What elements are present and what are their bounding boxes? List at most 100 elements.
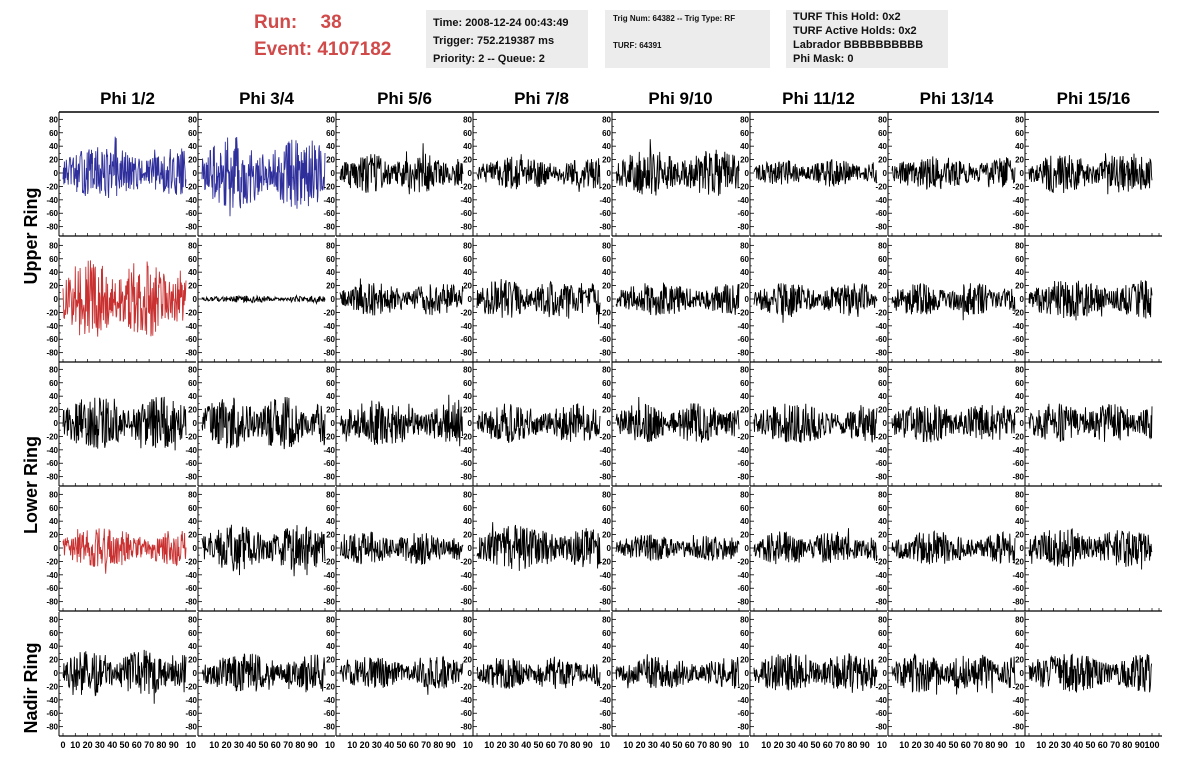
y-tick-label: 80 — [326, 615, 335, 624]
y-tick-label: 60 — [326, 129, 335, 138]
x-tick-label: 90 — [583, 740, 593, 750]
y-tick-label: 40 — [878, 142, 887, 151]
y-tick-label: -60 — [46, 459, 58, 468]
ring-label: Lower Ring — [21, 436, 41, 534]
y-tick-label: 40 — [49, 392, 58, 401]
y-tick-label: -40 — [737, 696, 749, 705]
y-tick-label: 80 — [49, 241, 58, 250]
waveform-panel: 80 60 40 20 0 -20 -40 -60 -80 — [1012, 362, 1162, 487]
y-tick-label: 20 — [740, 531, 749, 540]
y-tick-label: 0 — [331, 419, 336, 428]
x-tick-label: 10 — [186, 740, 196, 750]
waveform-panel: 80 60 40 20 0 -20 -40 -60 -80 — [460, 612, 610, 737]
y-tick-label: -80 — [46, 723, 58, 732]
y-tick-label: 60 — [1015, 255, 1024, 264]
y-tick-label: 20 — [326, 282, 335, 291]
y-tick-label: -80 — [460, 223, 472, 232]
column-header: Phi 1/2 — [100, 89, 155, 108]
y-tick-label: 80 — [188, 490, 197, 499]
y-tick-label: -60 — [875, 584, 887, 593]
waveform-trace — [339, 278, 464, 316]
y-tick-label: 80 — [602, 615, 611, 624]
waveform-trace — [201, 294, 326, 306]
y-tick-label: -40 — [185, 446, 197, 455]
x-tick-label: 10 — [325, 740, 335, 750]
x-tick-label: 60 — [132, 740, 142, 750]
x-tick-label: 10 — [70, 740, 80, 750]
ring-label: Nadir Ring — [21, 642, 41, 733]
y-tick-label: 20 — [463, 156, 472, 165]
waveform-trace — [891, 282, 1016, 321]
y-tick-label: -80 — [1012, 349, 1024, 358]
y-tick-label: -40 — [599, 446, 611, 455]
y-tick-label: -80 — [46, 598, 58, 607]
y-tick-label: -40 — [460, 322, 472, 331]
x-tick-label: 20 — [360, 740, 370, 750]
y-tick-label: 0 — [883, 419, 888, 428]
waveform-panel: 80 60 40 20 0 -20 -40 -60 -80 — [737, 487, 887, 612]
y-tick-label: -20 — [599, 557, 611, 566]
y-tick-label: 20 — [463, 406, 472, 415]
y-tick-label: 20 — [878, 156, 887, 165]
y-tick-label: 80 — [1015, 615, 1024, 624]
y-tick-label: 0 — [883, 669, 888, 678]
y-tick-label: 60 — [49, 255, 58, 264]
x-tick-label: 70 — [1110, 740, 1120, 750]
y-tick-label: 60 — [878, 629, 887, 638]
y-tick-label: -20 — [460, 308, 472, 317]
y-tick-label: 0 — [1020, 295, 1025, 304]
y-tick-label: -60 — [599, 209, 611, 218]
y-tick-label: -40 — [46, 196, 58, 205]
x-tick-label: 80 — [709, 740, 719, 750]
y-tick-label: -20 — [599, 682, 611, 691]
y-tick-label: 60 — [326, 629, 335, 638]
y-tick-label: -80 — [460, 723, 472, 732]
y-tick-label: 40 — [49, 642, 58, 651]
x-tick-label: 50 — [258, 740, 268, 750]
waveform-trace — [476, 278, 601, 325]
y-tick-label: -60 — [875, 209, 887, 218]
y-tick-label: -20 — [875, 308, 887, 317]
y-tick-label: -20 — [185, 557, 197, 566]
y-tick-label: -20 — [737, 308, 749, 317]
x-tick-label: 70 — [421, 740, 431, 750]
y-tick-label: 40 — [1015, 268, 1024, 277]
y-tick-label: 40 — [188, 642, 197, 651]
y-tick-label: -20 — [460, 557, 472, 566]
y-tick-label: 80 — [878, 241, 887, 250]
y-tick-label: 20 — [49, 406, 58, 415]
waveform-panel: 80 60 40 20 0 -20 -40 -60 -80 — [875, 487, 1025, 612]
waveform-panel: 80 60 40 20 0 -20 -40 -60 -80 — [46, 238, 196, 363]
waveform-trace — [753, 159, 878, 188]
waveform-trace — [201, 136, 326, 217]
y-tick-label: -60 — [185, 584, 197, 593]
turf-info-box: TURF This Hold: 0x2 TURF Active Holds: 0… — [786, 10, 948, 68]
y-tick-label: -60 — [460, 335, 472, 344]
y-tick-label: 0 — [193, 419, 198, 428]
y-tick-label: -60 — [46, 584, 58, 593]
y-tick-label: 20 — [188, 531, 197, 540]
y-tick-label: -60 — [460, 459, 472, 468]
y-tick-label: -20 — [599, 182, 611, 191]
x-tick-label: 80 — [985, 740, 995, 750]
x-tick-label: 50 — [533, 740, 543, 750]
x-tick-label: 10 — [761, 740, 771, 750]
turf-this-hold: TURF This Hold: 0x2 — [793, 11, 901, 23]
y-tick-label: 40 — [740, 392, 749, 401]
y-tick-label: -20 — [460, 182, 472, 191]
waveform-trace — [62, 260, 187, 337]
y-tick-label: -40 — [185, 196, 197, 205]
y-tick-label: -20 — [737, 557, 749, 566]
y-tick-label: 0 — [607, 419, 612, 428]
y-tick-label: 60 — [188, 379, 197, 388]
y-tick-label: 80 — [602, 115, 611, 124]
y-tick-label: -80 — [1012, 223, 1024, 232]
x-tick-label: 30 — [234, 740, 244, 750]
y-tick-label: 60 — [463, 629, 472, 638]
x-tick-label: 10 — [739, 740, 749, 750]
y-tick-label: -80 — [737, 723, 749, 732]
y-tick-label: 80 — [188, 241, 197, 250]
y-tick-label: -60 — [1012, 709, 1024, 718]
x-tick-label: 50 — [810, 740, 820, 750]
